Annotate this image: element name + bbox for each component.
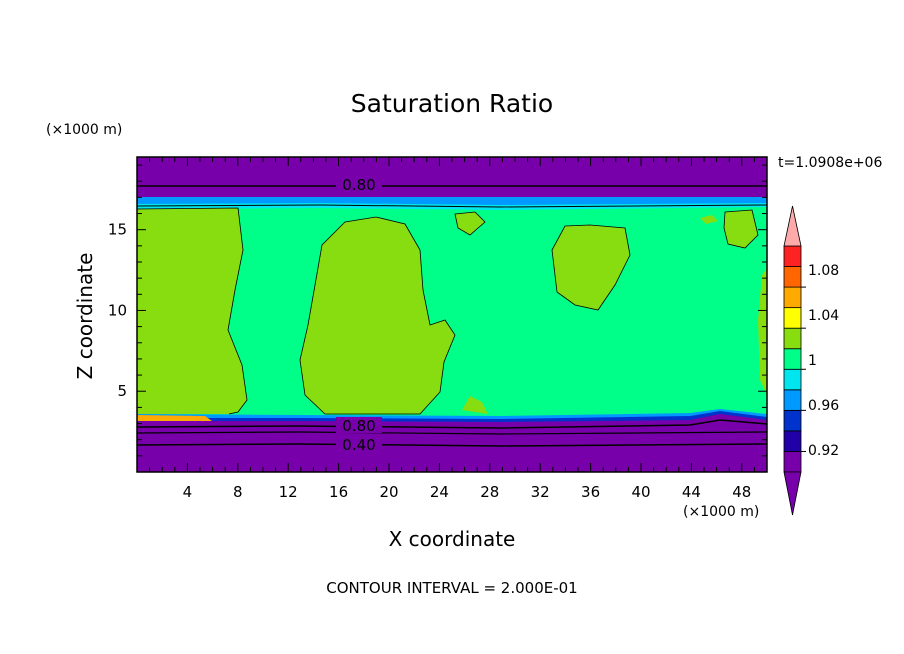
x-tick-label: 28 [480, 483, 499, 501]
colorbar [783, 205, 806, 516]
contour-line-0.40 [137, 443, 767, 447]
x-unit-label: (×1000 m) [683, 504, 759, 520]
colorbar-swatch [783, 327, 802, 350]
field-layer-top-dry [137, 157, 767, 197]
colorbar-arrow-low [783, 471, 802, 516]
contour-line-mid-bottom [137, 431, 767, 435]
field-blob-warm [137, 415, 212, 421]
colorbar-label: 1.04 [808, 308, 839, 324]
field-blob-right [552, 225, 630, 310]
colorbar-swatch [783, 307, 802, 329]
y-tick-label: 5 [117, 382, 127, 400]
colorbar-swatch [783, 409, 802, 432]
colorbar-swatch [783, 348, 802, 370]
x-tick-label: 8 [233, 483, 243, 501]
colorbar-swatch [783, 368, 802, 391]
chart-title: Saturation Ratio [351, 89, 553, 118]
field-blob-small-6 [700, 215, 718, 224]
colorbar-swatch [783, 451, 802, 473]
x-tick-labels: 4 8 12 16 20 24 28 32 36 40 44 48 [183, 483, 752, 501]
colorbar-swatch [783, 286, 802, 309]
field-blob-left [137, 208, 247, 414]
contour-interval-footer: CONTOUR INTERVAL = 2.000E-01 [326, 579, 577, 597]
field-blob-small-2 [724, 210, 758, 248]
field-blob-small-4 [462, 396, 488, 414]
contour-line-blob-right [551, 224, 631, 311]
field-layer-bottom-cyan [137, 409, 767, 420]
contour-label: 0.80 [342, 417, 375, 435]
x-tick-label: 48 [732, 483, 751, 501]
field-blob-small-1 [455, 212, 485, 235]
x-tick-label: 40 [631, 483, 650, 501]
x-tick-label: 36 [581, 483, 600, 501]
contour-label: 0.40 [342, 436, 375, 454]
colorbar-label: 1 [808, 353, 817, 369]
x-tick-label: 24 [430, 483, 449, 501]
y-tick-labels: 5 10 15 [108, 221, 127, 401]
x-tick-label: 4 [183, 483, 193, 501]
colorbar-label: 1.08 [808, 263, 839, 279]
contour-line-blob-center [299, 216, 456, 415]
colorbar-swatch [783, 266, 802, 288]
contour-line-boundary-top [137, 204, 767, 208]
time-label: t=1.0908e+06 [778, 155, 882, 171]
field-layer-bottom-dry [137, 414, 767, 472]
colorbar-swatch [783, 245, 802, 267]
colorbar-label: 0.92 [808, 443, 839, 459]
colorbar-labels: 1.08 1.04 1 0.96 0.92 [808, 263, 839, 459]
x-tick-label: 20 [379, 483, 398, 501]
colorbar-swatch [783, 389, 802, 411]
x-tick-label: 16 [329, 483, 348, 501]
contour-label: 0.80 [342, 176, 375, 194]
contour-line-blob-small-1 [454, 211, 486, 236]
colorbar-arrow-high [783, 205, 802, 247]
y-tick-label: 15 [108, 221, 127, 239]
axis-ticks [137, 157, 767, 472]
contour-field [137, 157, 767, 472]
field-blob-center [300, 217, 455, 414]
x-axis-label: X coordinate [389, 527, 516, 551]
contour-line-blob-left [137, 207, 248, 415]
y-axis-label: Z coordinate [73, 253, 97, 380]
field-blob-small-3 [758, 268, 767, 395]
colorbar-label: 0.96 [808, 398, 839, 414]
y-tick-label: 10 [108, 301, 127, 319]
colorbar-swatch [783, 430, 802, 452]
contour-line-blob-small-2 [723, 209, 759, 249]
field-layer-bottom-blue [137, 411, 767, 424]
contour-line-0.80-bottom [137, 419, 767, 429]
x-tick-label: 12 [279, 483, 298, 501]
x-tick-label: 32 [531, 483, 550, 501]
y-unit-label: (×1000 m) [46, 122, 122, 138]
x-tick-label: 44 [682, 483, 701, 501]
